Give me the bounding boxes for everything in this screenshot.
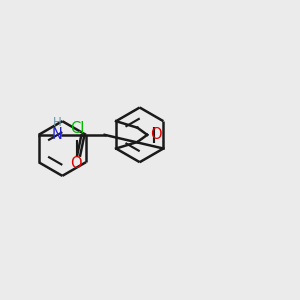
Text: Cl: Cl <box>70 121 85 136</box>
Text: H: H <box>53 116 62 130</box>
Text: O: O <box>70 156 82 171</box>
Text: N: N <box>52 127 62 142</box>
Text: O: O <box>150 127 161 142</box>
